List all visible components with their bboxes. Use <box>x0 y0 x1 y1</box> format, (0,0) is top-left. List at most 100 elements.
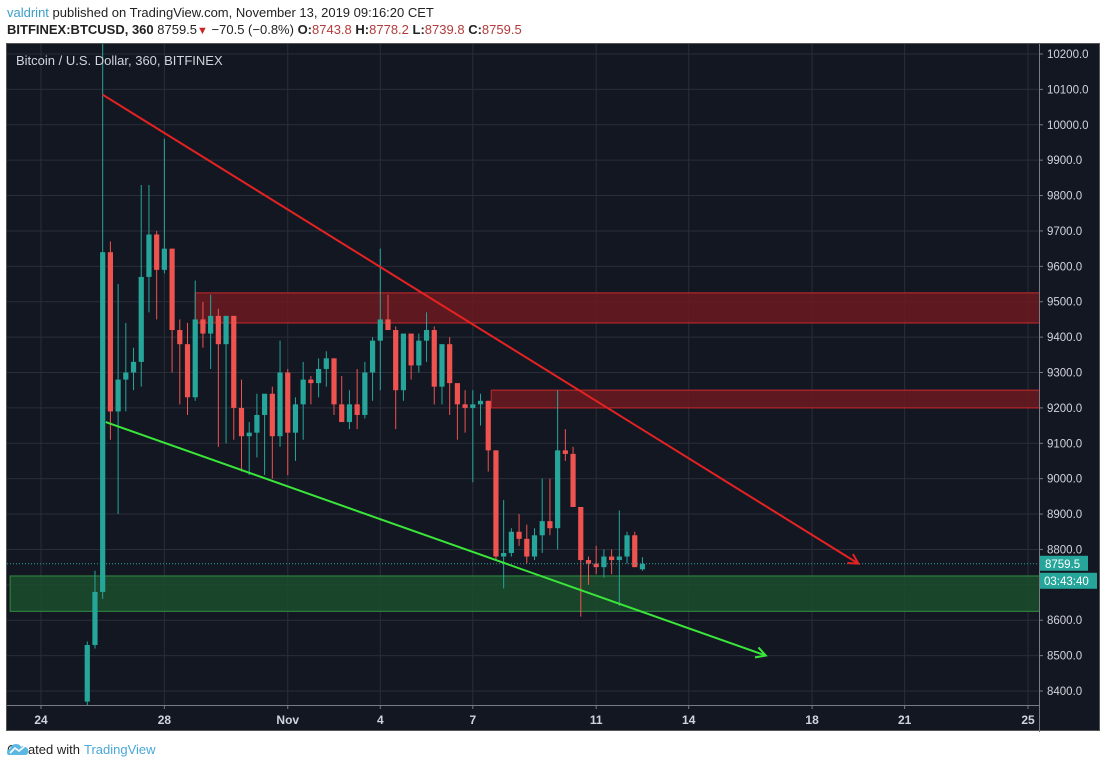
plot-area[interactable] <box>7 44 1074 705</box>
candle[interactable] <box>123 322 129 412</box>
candle[interactable] <box>562 429 568 461</box>
candle[interactable] <box>300 361 306 440</box>
time-tick-label: 21 <box>898 713 912 727</box>
candle[interactable] <box>308 376 314 405</box>
time-axis[interactable]: 24 28 Nov 4 7 11 14 18 21 25 <box>34 705 1035 727</box>
candle[interactable] <box>601 549 607 578</box>
candle[interactable] <box>238 379 245 472</box>
candle[interactable] <box>416 333 422 373</box>
candle[interactable] <box>154 230 160 320</box>
price-tick-label: 8500.0 <box>1047 651 1082 663</box>
candle[interactable] <box>100 44 106 599</box>
candle[interactable] <box>477 393 484 426</box>
candle[interactable] <box>223 315 229 444</box>
descending-support-trendline[interactable] <box>105 421 768 659</box>
candle[interactable] <box>92 570 98 649</box>
chart-container[interactable]: Bitcoin / U.S. Dollar, 360, BITFINEX 1020… <box>6 43 1101 732</box>
candle[interactable] <box>485 400 491 472</box>
candle[interactable] <box>570 446 576 507</box>
candle[interactable] <box>231 315 237 440</box>
candle[interactable] <box>107 241 113 440</box>
candle[interactable] <box>377 248 383 391</box>
price-tick-label: 9800.0 <box>1047 191 1082 203</box>
candle[interactable] <box>200 301 206 348</box>
low-label: L: <box>412 22 425 37</box>
candle[interactable] <box>593 545 599 575</box>
time-tick-label: 18 <box>805 713 819 727</box>
down-triangle-icon: ▼ <box>197 25 208 37</box>
candle[interactable] <box>262 393 268 476</box>
candle[interactable] <box>632 531 638 568</box>
candle[interactable] <box>400 333 407 401</box>
candle[interactable] <box>285 368 291 476</box>
candle[interactable] <box>639 557 646 571</box>
candle[interactable] <box>346 390 353 430</box>
candle[interactable] <box>447 337 453 415</box>
time-tick-label: Nov <box>276 713 299 727</box>
candle[interactable] <box>431 326 437 405</box>
candle[interactable] <box>531 528 538 561</box>
candle[interactable] <box>146 184 152 313</box>
candle[interactable] <box>169 248 175 373</box>
candle[interactable] <box>524 524 530 564</box>
candle[interactable] <box>555 390 561 550</box>
candle[interactable] <box>423 312 430 362</box>
candle[interactable] <box>84 641 90 705</box>
time-tick-label: 24 <box>34 713 48 727</box>
candle[interactable] <box>393 326 399 430</box>
candle[interactable] <box>369 337 376 401</box>
candle[interactable] <box>462 390 468 433</box>
candle[interactable] <box>177 319 183 405</box>
candle[interactable] <box>339 376 345 423</box>
candle[interactable] <box>246 422 252 476</box>
candle[interactable] <box>385 294 391 331</box>
candle[interactable] <box>454 383 460 440</box>
tradingview-link[interactable]: TradingView <box>83 742 156 757</box>
candle[interactable] <box>616 510 622 607</box>
candle[interactable] <box>277 340 283 447</box>
candlestick-chart[interactable]: Bitcoin / U.S. Dollar, 360, BITFINEX 1020… <box>7 44 1101 732</box>
author-link[interactable]: valdrint <box>7 5 49 20</box>
candle[interactable] <box>331 358 337 415</box>
candle[interactable] <box>493 450 499 561</box>
candle[interactable] <box>323 351 329 387</box>
current-price-badge <box>1040 555 1088 571</box>
support-zone[interactable] <box>9 575 1074 612</box>
descending-resistance-trendline[interactable] <box>102 93 861 565</box>
countdown-badge <box>1040 572 1097 589</box>
candle[interactable] <box>624 531 630 564</box>
candle[interactable] <box>547 478 553 536</box>
candle[interactable] <box>130 347 137 391</box>
candle[interactable] <box>362 361 368 419</box>
candle[interactable] <box>578 506 584 617</box>
candle[interactable] <box>192 280 198 401</box>
candle[interactable] <box>585 556 592 585</box>
candle[interactable] <box>254 393 260 458</box>
high-value: 8778.2 <box>369 22 409 37</box>
candle[interactable] <box>292 397 299 461</box>
candle[interactable] <box>184 322 191 415</box>
candle[interactable] <box>208 294 214 369</box>
candle[interactable] <box>269 386 275 479</box>
candle[interactable] <box>354 368 360 430</box>
candle[interactable] <box>138 184 144 387</box>
candle[interactable] <box>470 390 476 483</box>
candle[interactable] <box>508 528 514 557</box>
countdown-label: 03:43:40 <box>1044 576 1089 588</box>
high-label: H: <box>355 22 370 37</box>
candle[interactable] <box>215 308 221 447</box>
candle[interactable] <box>115 284 121 515</box>
resistance-zone-upper[interactable] <box>194 292 1074 324</box>
candle[interactable] <box>439 344 445 405</box>
candle[interactable] <box>539 478 545 553</box>
chart-title: Bitcoin / U.S. Dollar, 360, BITFINEX <box>16 53 223 68</box>
candle[interactable] <box>501 499 507 589</box>
candle[interactable] <box>609 549 615 575</box>
low-value: 8739.8 <box>424 22 465 37</box>
candle[interactable] <box>315 358 322 398</box>
candle[interactable] <box>516 514 522 546</box>
resistance-zone-lower[interactable] <box>490 389 1074 409</box>
price-axis[interactable]: 10200.0 10100.0 10000.0 9900.0 9800.0 9700.0 9… <box>1039 49 1097 698</box>
candle[interactable] <box>408 333 414 380</box>
candle[interactable] <box>161 138 167 274</box>
